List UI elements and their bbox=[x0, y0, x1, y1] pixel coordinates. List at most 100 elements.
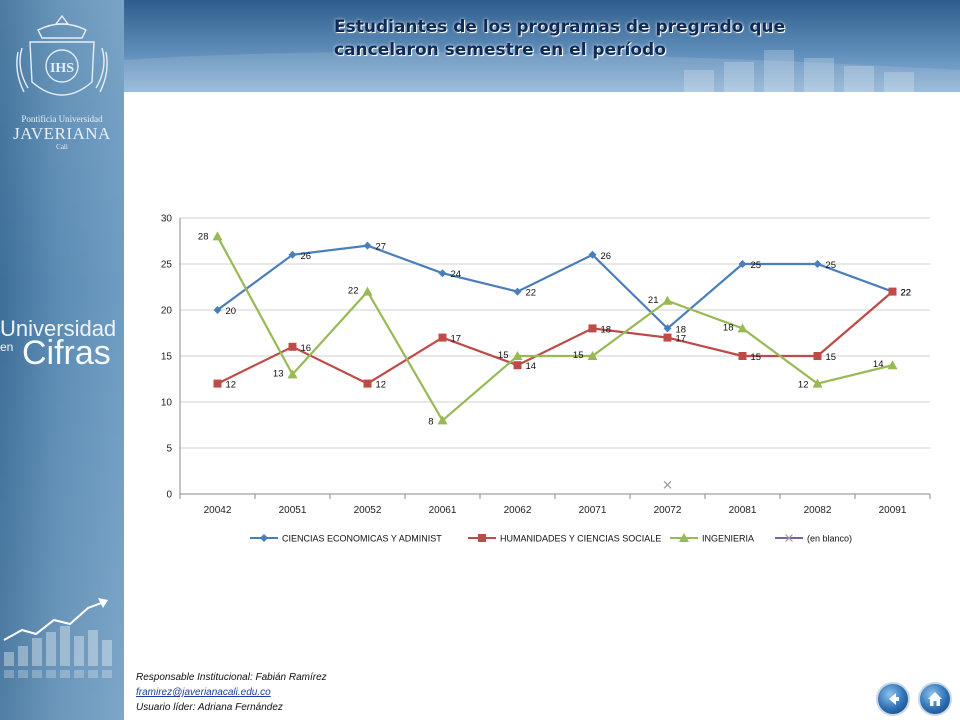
data-point bbox=[663, 324, 672, 333]
data-point bbox=[288, 342, 297, 351]
x-tick-label: 20052 bbox=[354, 505, 382, 516]
data-label: 22 bbox=[348, 286, 359, 297]
data-point bbox=[663, 333, 672, 342]
data-label: 14 bbox=[873, 359, 884, 370]
data-point bbox=[213, 379, 222, 388]
data-label: 26 bbox=[601, 251, 612, 262]
data-label: 24 bbox=[451, 269, 462, 280]
data-point bbox=[287, 369, 298, 379]
series-line bbox=[217, 290, 894, 385]
data-label: 18 bbox=[676, 324, 687, 335]
data-label: 21 bbox=[648, 295, 659, 306]
data-point bbox=[662, 295, 673, 305]
x-tick-label: 20061 bbox=[429, 505, 457, 516]
x-tick-label: 20091 bbox=[879, 505, 907, 516]
series-line bbox=[216, 244, 893, 330]
home-icon bbox=[928, 692, 942, 706]
y-tick-label: 20 bbox=[161, 306, 173, 317]
legend-label: HUMANIDADES Y CIENCIAS SOCIALE bbox=[500, 534, 661, 544]
data-point bbox=[260, 534, 268, 542]
data-label: 22 bbox=[901, 288, 912, 299]
y-tick-label: 25 bbox=[161, 260, 173, 271]
data-label: 22 bbox=[901, 288, 912, 299]
data-point bbox=[812, 378, 823, 388]
y-tick-label: 15 bbox=[161, 352, 173, 363]
line-chart: 0 5 10 15 20 25 30 20042 20051 20052 20061 20062 200… bbox=[150, 200, 940, 560]
data-point bbox=[362, 286, 373, 296]
data-label: 27 bbox=[376, 242, 387, 253]
logo-line-1: Pontificia Universidad bbox=[21, 114, 103, 124]
legend-label: INGENIERIA bbox=[702, 534, 754, 544]
footer-email-link[interactable]: framirez@javerianacali.edu.co bbox=[136, 687, 271, 698]
data-point bbox=[437, 415, 448, 425]
svg-text:IHS: IHS bbox=[50, 61, 74, 76]
series-line bbox=[216, 235, 893, 423]
data-label: 14 bbox=[526, 361, 537, 372]
university-crest-icon: IHS bbox=[16, 14, 108, 96]
data-point bbox=[513, 361, 522, 370]
data-label: 18 bbox=[601, 324, 612, 335]
chart-svg: 0 5 10 15 20 25 30 20042 20051 20052 20061 20062 200… bbox=[161, 214, 931, 544]
data-point bbox=[478, 534, 486, 542]
home-button[interactable] bbox=[918, 682, 952, 716]
data-point bbox=[288, 250, 297, 259]
data-label: 15 bbox=[573, 350, 584, 361]
data-point bbox=[785, 534, 793, 542]
data-label: 26 bbox=[301, 251, 312, 262]
data-point bbox=[213, 306, 222, 314]
data-point bbox=[738, 260, 747, 268]
data-point bbox=[438, 333, 447, 342]
data-point bbox=[587, 351, 598, 360]
data-point bbox=[813, 260, 822, 268]
back-button[interactable] bbox=[876, 682, 910, 716]
data-point bbox=[663, 480, 672, 489]
x-tick-label: 20071 bbox=[579, 505, 607, 516]
data-point bbox=[363, 379, 372, 388]
data-point bbox=[588, 250, 597, 259]
y-tick-label: 0 bbox=[166, 490, 172, 501]
page-title-line-1: Estudiantes de los programas de pregrado… bbox=[334, 17, 786, 37]
x-tick-label: 20042 bbox=[204, 505, 232, 516]
legend-label: (en blanco) bbox=[807, 534, 852, 544]
data-label: 15 bbox=[751, 352, 762, 363]
x-tick-label: 20051 bbox=[279, 505, 307, 516]
data-label: 12 bbox=[226, 380, 237, 391]
data-point bbox=[738, 352, 747, 360]
data-label: 17 bbox=[451, 334, 462, 345]
data-label: 12 bbox=[376, 380, 387, 391]
page-title-line-2: cancelaron semestre en el período bbox=[334, 40, 666, 60]
data-label: 22 bbox=[526, 288, 537, 299]
data-label: 20 bbox=[226, 306, 237, 317]
y-tick-label: 5 bbox=[166, 444, 172, 455]
y-tick-label: 10 bbox=[161, 398, 173, 409]
footer-responsible: Responsable Institucional: Fabián Ramíre… bbox=[136, 672, 327, 683]
x-tick-label: 20082 bbox=[804, 505, 832, 516]
logo-line-2: JAVERIANA bbox=[13, 124, 111, 143]
growth-bars-icon bbox=[3, 598, 112, 678]
data-label: 25 bbox=[751, 260, 762, 271]
footer: Responsable Institucional: Fabián Ramíre… bbox=[136, 670, 327, 715]
banner-decoration bbox=[124, 50, 960, 92]
x-tick-label: 20081 bbox=[729, 505, 757, 516]
data-point bbox=[887, 360, 898, 370]
data-label: 12 bbox=[798, 380, 809, 391]
logo-line-3: Cali bbox=[56, 143, 68, 151]
data-label: 18 bbox=[723, 322, 734, 333]
data-point bbox=[737, 323, 748, 333]
data-point bbox=[438, 269, 447, 278]
brand-line-3: Cifras bbox=[22, 334, 111, 372]
data-point bbox=[363, 241, 372, 250]
x-tick-label: 20062 bbox=[504, 505, 532, 516]
legend-label: CIENCIAS ECONOMICAS Y ADMINIST bbox=[282, 534, 442, 544]
data-label: 8 bbox=[428, 416, 433, 427]
header-banner: Estudiantes de los programas de pregrado… bbox=[124, 0, 960, 92]
footer-leader: Usuario líder: Adriana Fernández bbox=[136, 702, 283, 713]
back-arrow-icon bbox=[889, 693, 899, 705]
data-label: 16 bbox=[301, 343, 312, 354]
data-point bbox=[888, 287, 897, 296]
sidebar: IHS Pontificia Universidad JAVERIANA Cal… bbox=[0, 0, 124, 720]
data-point bbox=[513, 287, 522, 296]
data-label: 25 bbox=[826, 260, 837, 271]
data-label: 13 bbox=[273, 368, 284, 379]
x-tick-label: 20072 bbox=[654, 505, 682, 516]
